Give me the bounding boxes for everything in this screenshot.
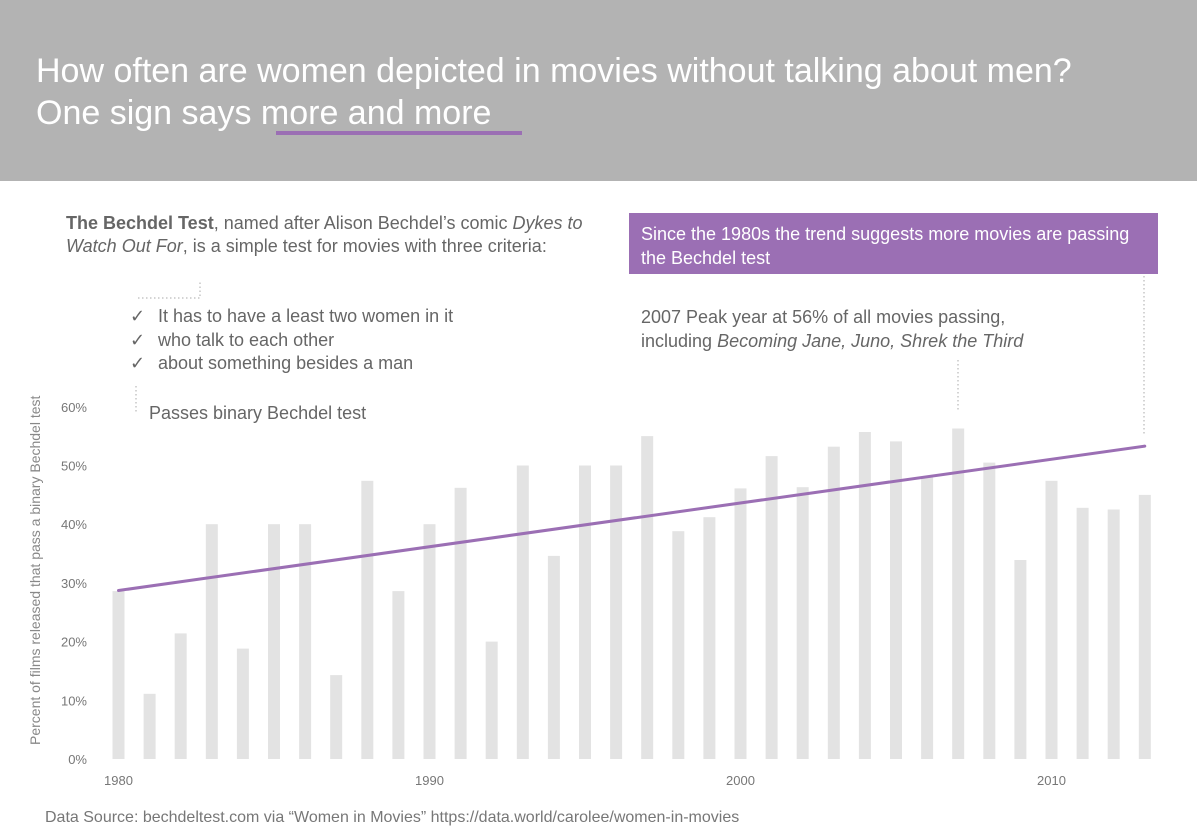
bar-1988 [361, 480, 374, 759]
bar-1985 [268, 524, 280, 759]
trend-line [117, 444, 1147, 592]
bar-2000 [734, 488, 747, 759]
bar-2012 [1107, 509, 1120, 759]
title-line-2: One sign says more and more [36, 92, 1072, 134]
x-tick-label: 1980 [104, 773, 133, 788]
bar-1994 [547, 555, 560, 759]
bar-1993 [516, 465, 529, 759]
bar-2001 [765, 456, 778, 759]
trend-callout: Since the 1980s the trend suggests more … [629, 213, 1158, 274]
y-axis-label: Percent of films released that pass a bi… [27, 395, 43, 745]
bar-2006 [921, 476, 934, 759]
title-line-1: How often are women depicted in movies w… [36, 52, 1072, 90]
intro-bold: The Bechdel Test [66, 213, 214, 233]
criterion-text: about something besides a man [158, 353, 414, 373]
header-banner [0, 0, 1197, 181]
y-tick-label: 40% [61, 517, 87, 532]
data-source: Data Source: bechdeltest.com via “Women … [45, 809, 740, 826]
bar-1992 [485, 641, 498, 759]
peak-annotation: 2007 Peak year at 56% of all movies pass… [641, 305, 1161, 353]
intro-text-1: , named after Alison Bechdel’s comic [213, 213, 513, 233]
criteria-list: ✓ It has to have a least two women in it … [130, 305, 453, 376]
bar-2003 [827, 446, 840, 759]
passes-label: Passes binary Bechdel test [149, 403, 367, 423]
x-tick-label: 2010 [1037, 773, 1066, 788]
criterion-text: It has to have a least two women in it [158, 306, 454, 326]
y-tick-label: 0% [68, 752, 87, 767]
bar-2010 [1045, 480, 1058, 759]
check-icon: ✓ [130, 353, 146, 373]
bar-1989 [392, 591, 405, 759]
bar-2009 [1014, 560, 1027, 759]
bar-2005 [890, 441, 902, 759]
y-tick-label: 60% [61, 400, 87, 415]
y-tick-label: 20% [61, 635, 87, 650]
bar-1983 [205, 524, 218, 759]
page-title: How often are women depicted in movies w… [36, 50, 1072, 134]
bar-2002 [796, 487, 809, 759]
bar-1995 [579, 465, 591, 759]
bar-1999 [703, 517, 716, 759]
title-highlight: more and more [260, 94, 492, 132]
bar-1986 [299, 524, 312, 759]
x-tick-label: 1990 [415, 773, 444, 788]
bar-1996 [610, 465, 623, 759]
y-tick-label: 30% [61, 576, 87, 591]
bar-1982 [174, 633, 187, 759]
y-tick-label: 10% [61, 693, 87, 708]
intro-text-2: , is a simple test for movies with three… [182, 236, 547, 256]
bar-2008 [983, 462, 996, 759]
annotation-connectors [135, 276, 1145, 434]
bar-1987 [330, 675, 343, 759]
y-tick-label: 50% [61, 459, 87, 474]
intro-connector [138, 280, 201, 299]
criterion-item: ✓ about something besides a man [130, 352, 453, 376]
criterion-item: ✓ It has to have a least two women in it [130, 305, 453, 329]
intro-text: The Bechdel Test, named after Alison Bec… [66, 212, 606, 258]
bar-1991 [454, 487, 467, 759]
bar-1981 [143, 693, 156, 759]
peak-prefix: including [641, 331, 718, 351]
title-prefix: One sign says [36, 94, 261, 132]
intro-comic-title: Dykes to Watch Out For [66, 213, 583, 256]
x-tick-label: 2000 [726, 773, 755, 788]
bar-2011 [1076, 507, 1089, 759]
bar-1998 [672, 531, 685, 759]
bar-2013 [1138, 494, 1151, 759]
peak-line-2: including Becoming Jane, Juno, Shrek the… [641, 329, 1161, 353]
check-icon: ✓ [130, 329, 146, 350]
bar-1997 [641, 436, 654, 759]
bar-2007 [952, 428, 965, 759]
check-icon: ✓ [130, 306, 146, 326]
peak-movies: Becoming Jane, Juno, Shrek the Third [717, 331, 1024, 351]
peak-line-1: 2007 Peak year at 56% of all movies pass… [641, 307, 1006, 327]
bar-1980 [112, 591, 125, 759]
bar-1984 [236, 648, 249, 759]
bar-1990 [423, 524, 436, 759]
title-highlight-underline [276, 131, 522, 135]
bar-2004 [858, 432, 871, 759]
criterion-item: ✓ who talk to each other [130, 329, 453, 353]
criterion-text: who talk to each other [158, 329, 335, 350]
